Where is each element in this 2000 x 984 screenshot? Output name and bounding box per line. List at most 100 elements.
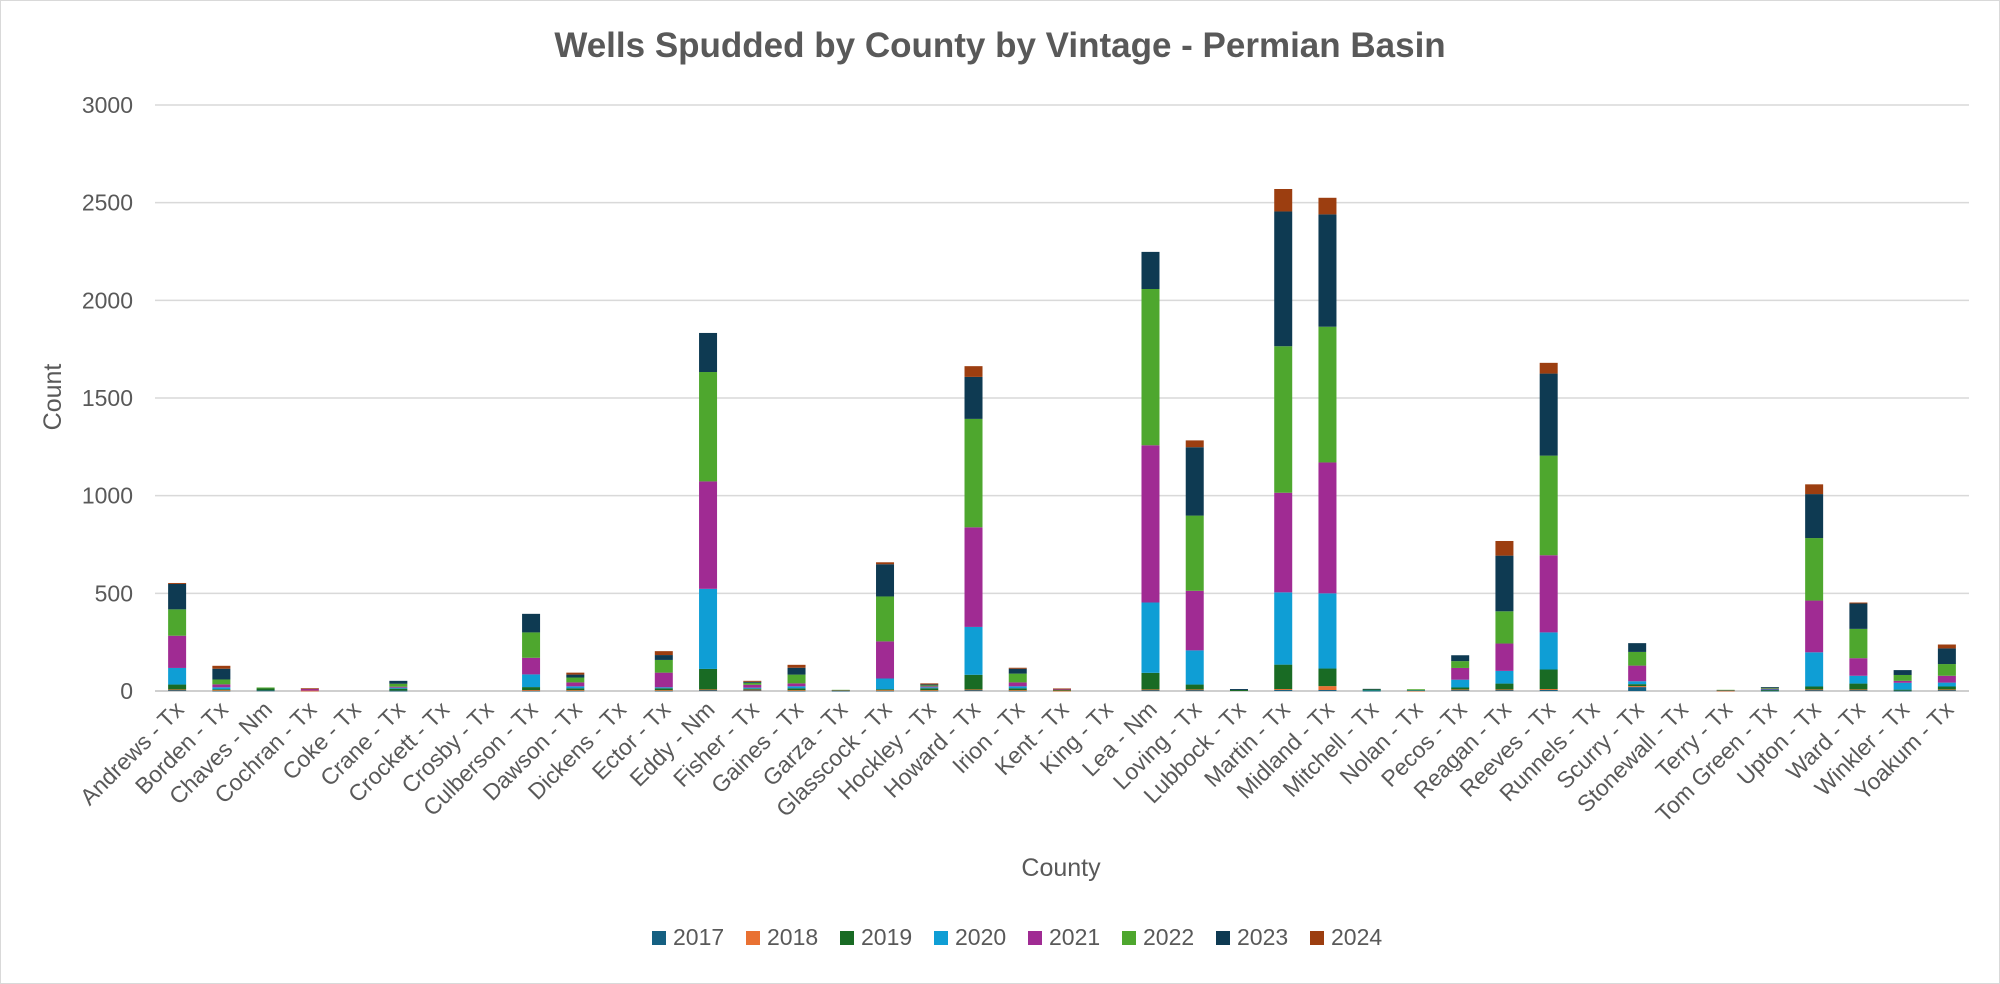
bar-segment-2020: [1008, 686, 1027, 689]
bar-stack: [1141, 251, 1160, 691]
bar-segment-2021: [1539, 555, 1558, 633]
bar-segment-2017: [964, 690, 983, 691]
bar-stack: [1937, 644, 1956, 691]
bar-stack: [1185, 440, 1204, 691]
bar-segment-2017: [1451, 690, 1470, 691]
bar-segment-2018: [1185, 689, 1204, 691]
bar-segment-2019: [1274, 664, 1293, 690]
bar-segment-2024: [1318, 197, 1337, 215]
bar-segment-2023: [1628, 643, 1647, 652]
bar-segment-2022: [1805, 538, 1824, 601]
bar-segment-2021: [1495, 643, 1514, 671]
bar-segment-2017: [1805, 690, 1824, 691]
y-axis-title: Count: [39, 364, 67, 431]
bar-segment-2019: [1495, 683, 1514, 690]
bar-segment-2019: [256, 688, 275, 691]
y-tick-label: 2000: [82, 287, 133, 313]
bar-segment-2022: [1760, 687, 1779, 689]
bar-segment-2023: [1539, 373, 1558, 456]
bar-segment-2018: [699, 689, 718, 691]
bar-segment-2020: [920, 687, 939, 689]
bar-segment-2024: [743, 680, 762, 682]
bar-segment-2022: [1451, 661, 1470, 668]
bar-segment-2024: [1495, 540, 1514, 556]
bar-stack: [831, 689, 850, 692]
bar-stack: [964, 366, 983, 691]
bar-segment-2019: [1008, 688, 1027, 691]
bar-segment-2022: [256, 687, 275, 689]
bar-segment-2018: [1495, 689, 1514, 691]
bar-segment-2018: [1406, 690, 1425, 692]
bar-segment-2023: [699, 332, 718, 373]
bar-stack: [1451, 655, 1470, 691]
bar-stack: [743, 680, 762, 691]
bar-segment-2023: [1229, 689, 1248, 691]
bar-segment-2018: [964, 689, 983, 691]
y-axis-ticks: 0 500 1000 1500 2000 2500 3000: [82, 92, 133, 704]
bar-segment-2019: [1760, 689, 1779, 691]
bar-segment-2018: [876, 690, 895, 692]
bar-segment-2019: [787, 688, 806, 691]
legend-label: 2022: [1143, 924, 1194, 950]
bar-segment-2020: [1893, 682, 1912, 690]
bar-segment-2018: [1274, 689, 1293, 691]
bar-segment-2018: [1141, 689, 1160, 691]
bar-segment-2022: [1628, 651, 1647, 666]
bar-segment-2017: [1495, 690, 1514, 691]
bar-segment-2019: [920, 688, 939, 691]
bar-segment-2018: [1318, 686, 1337, 691]
bar-segment-2024: [787, 664, 806, 668]
bar-stack: [1229, 689, 1248, 691]
bar-segment-2023: [964, 376, 983, 419]
bar-stack: [212, 665, 231, 692]
bar-segment-2020: [1185, 650, 1204, 685]
bar-segment-2022: [1495, 611, 1514, 644]
bar-segment-2021: [699, 481, 718, 589]
y-tick-label: 2500: [82, 190, 133, 216]
bar-segment-2023: [1451, 655, 1470, 662]
legend-swatch: [1310, 931, 1324, 945]
bar-segment-2022: [876, 596, 895, 642]
bar-segment-2020: [787, 686, 806, 689]
bar-stack: [1406, 689, 1425, 692]
bar-segment-2017: [743, 690, 762, 691]
chart-title: Wells Spudded by County by Vintage - Per…: [554, 26, 1445, 65]
bar-stack: [699, 332, 718, 691]
bar-segment-2018: [1849, 689, 1868, 691]
y-tick-label: 1500: [82, 385, 133, 411]
bar-segment-2021: [876, 641, 895, 679]
legend-swatch: [840, 931, 854, 945]
bar-segment-2019: [1053, 689, 1071, 691]
bar-segment-2019: [1893, 689, 1912, 691]
bar-stack: [1539, 362, 1558, 691]
bar-segment-2023: [1760, 687, 1779, 688]
bar-segment-2023: [389, 680, 408, 684]
bar-stack: [654, 651, 673, 692]
bar-segment-2019: [964, 674, 983, 690]
bar-segment-2020: [654, 687, 673, 689]
legend-swatch: [1216, 931, 1230, 945]
bar-segment-2020: [876, 678, 895, 690]
bar-stack: [566, 672, 585, 692]
bar-segment-2017: [1274, 690, 1293, 691]
y-tick-label: 1000: [82, 483, 133, 509]
y-tick-label: 500: [95, 580, 133, 606]
bar-segment-2023: [1805, 494, 1824, 539]
bar-segment-2020: [1318, 593, 1337, 669]
legend-item: 2020: [934, 924, 1006, 950]
bar-segment-2022: [699, 372, 718, 482]
legend-item: 2021: [1028, 924, 1100, 950]
bars: [168, 188, 1956, 692]
bar-segment-2020: [212, 687, 231, 690]
legend-swatch: [746, 931, 760, 945]
bar-segment-2017: [1893, 690, 1912, 692]
bar-segment-2020: [389, 687, 408, 689]
bar-segment-2022: [964, 418, 983, 528]
bar-segment-2020: [1937, 682, 1956, 687]
bar-segment-2018: [743, 689, 762, 691]
bar-stack: [1362, 688, 1381, 692]
bar-segment-2018: [1053, 690, 1071, 692]
bar-segment-2019: [212, 689, 231, 691]
bar-segment-2019: [522, 687, 541, 691]
